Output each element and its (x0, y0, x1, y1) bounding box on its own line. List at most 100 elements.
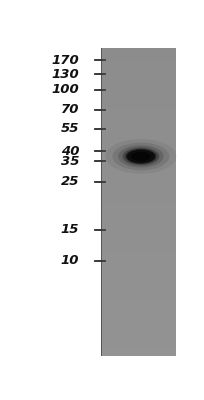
Bar (101, 327, 176, 328)
Bar (101, 101, 176, 102)
Bar (101, 228, 176, 229)
Bar (101, 133, 176, 134)
Bar (101, 138, 176, 139)
Bar (101, 108, 176, 110)
Bar (101, 110, 176, 111)
Ellipse shape (125, 149, 156, 164)
Bar (101, 160, 176, 161)
Bar (101, 338, 176, 340)
Bar (101, 328, 176, 329)
Bar (101, 260, 176, 262)
Text: 35: 35 (61, 155, 79, 168)
Bar (101, 126, 176, 127)
Bar (101, 302, 176, 303)
Bar (101, 135, 176, 136)
Bar (101, 314, 176, 315)
Bar (101, 204, 176, 205)
Bar (101, 84, 176, 85)
Bar (101, 57, 176, 58)
Bar (101, 276, 176, 277)
Bar (101, 325, 176, 326)
Bar (101, 100, 176, 101)
Bar (101, 282, 176, 283)
Ellipse shape (122, 148, 159, 166)
Bar (101, 66, 176, 68)
Bar (101, 344, 176, 345)
Bar (101, 240, 176, 241)
Bar (101, 89, 176, 90)
Bar (101, 90, 176, 91)
Bar (101, 294, 176, 296)
Text: 40: 40 (61, 145, 79, 158)
Bar (101, 79, 176, 80)
Text: 100: 100 (51, 83, 79, 96)
Bar (101, 124, 176, 125)
Bar (101, 268, 176, 269)
Bar (101, 165, 176, 166)
Bar (101, 343, 176, 344)
Bar (101, 94, 176, 95)
Bar (101, 116, 176, 117)
Bar (101, 163, 176, 164)
Bar (101, 148, 176, 149)
Bar (101, 169, 176, 170)
Bar (101, 262, 176, 264)
Bar (101, 129, 176, 130)
Bar (101, 212, 176, 213)
Bar (101, 199, 176, 200)
Bar (101, 348, 176, 349)
Bar (101, 311, 176, 312)
Bar (101, 106, 176, 108)
Bar (101, 321, 176, 322)
Bar (101, 245, 176, 246)
Bar (101, 235, 176, 236)
Bar (101, 146, 176, 148)
Text: 170: 170 (51, 54, 79, 67)
Bar (101, 194, 176, 195)
Bar (101, 91, 176, 92)
Bar (101, 152, 176, 153)
Bar (101, 55, 176, 56)
Bar (101, 319, 176, 320)
Bar (101, 318, 176, 319)
Bar (101, 291, 176, 292)
Bar (101, 186, 176, 188)
Bar (101, 139, 176, 140)
Bar (101, 56, 176, 57)
Bar (101, 289, 176, 290)
Bar (101, 142, 176, 144)
Bar (101, 283, 176, 284)
Bar (101, 230, 176, 231)
Bar (101, 154, 176, 155)
Bar (101, 136, 176, 137)
Bar (101, 111, 176, 112)
Bar (101, 197, 176, 198)
Bar (101, 64, 176, 66)
Bar (101, 309, 176, 310)
Text: 15: 15 (61, 223, 79, 236)
Bar (101, 305, 176, 306)
Bar (101, 279, 176, 280)
Bar (101, 252, 176, 253)
Bar (101, 278, 176, 279)
Bar (101, 320, 176, 321)
Bar (26, 48, 101, 356)
Bar (101, 76, 176, 77)
Bar (101, 224, 176, 226)
Bar (101, 241, 176, 242)
Bar (101, 298, 176, 300)
Bar (101, 346, 176, 347)
Bar (101, 246, 176, 247)
Bar (101, 159, 176, 160)
Bar (101, 115, 176, 116)
Bar (101, 48, 176, 49)
Bar (101, 290, 176, 291)
Bar (101, 326, 176, 327)
Bar (101, 177, 176, 178)
Bar (101, 58, 176, 59)
Bar (101, 280, 176, 281)
Bar (101, 266, 176, 267)
Bar (101, 150, 176, 151)
Bar (101, 300, 176, 302)
Bar (101, 127, 176, 128)
